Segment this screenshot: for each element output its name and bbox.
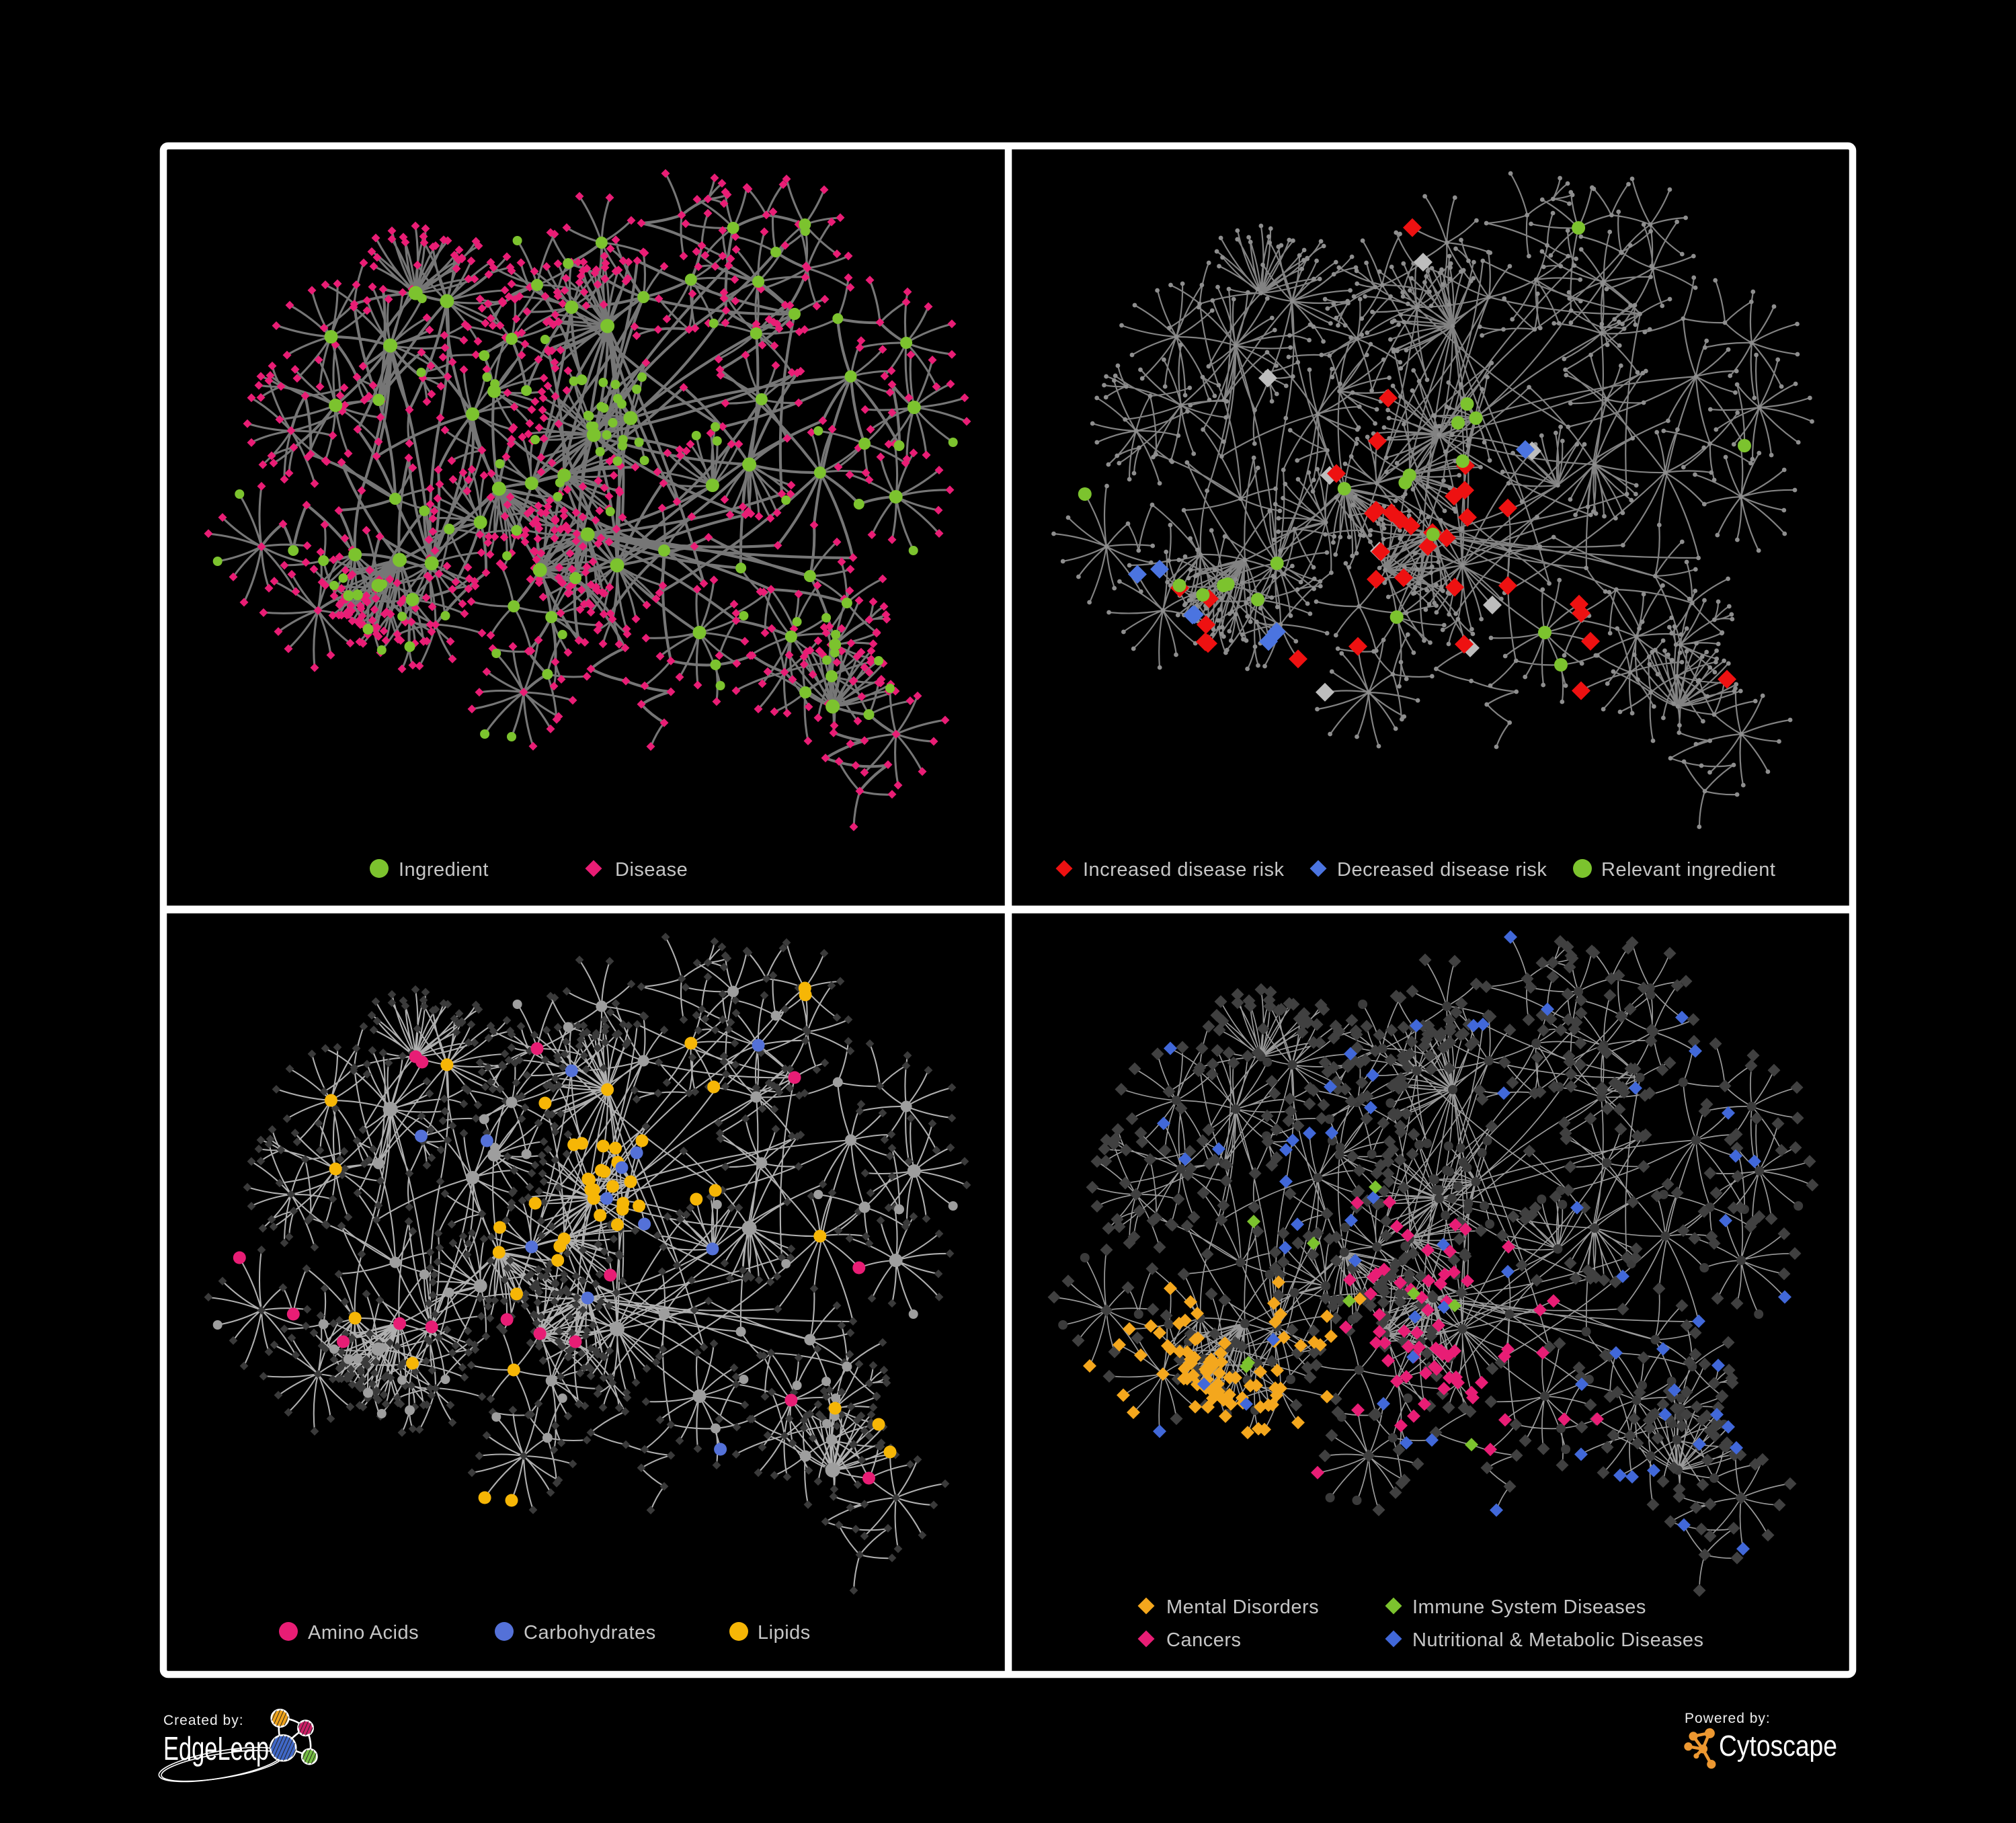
- svg-text:Nutritional & Metabolic Diseas: Nutritional & Metabolic Diseases: [1412, 1629, 1703, 1651]
- svg-text:Immune System Diseases: Immune System Diseases: [1412, 1596, 1646, 1618]
- svg-text:Cytoscape: Cytoscape: [1719, 1730, 1837, 1763]
- svg-text:EdgeLeap: EdgeLeap: [163, 1731, 269, 1767]
- svg-text:Cancers: Cancers: [1166, 1629, 1242, 1651]
- svg-text:Decreased disease risk: Decreased disease risk: [1337, 859, 1547, 881]
- svg-text:Ingredient: Ingredient: [399, 859, 489, 881]
- svg-text:Disease: Disease: [615, 859, 688, 881]
- svg-text:Powered by:: Powered by:: [1685, 1711, 1771, 1726]
- svg-text:Mental Disorders: Mental Disorders: [1166, 1596, 1319, 1618]
- svg-text:Carbohydrates: Carbohydrates: [524, 1622, 656, 1644]
- svg-text:Relevant ingredient: Relevant ingredient: [1601, 859, 1775, 881]
- svg-text:Created by:: Created by:: [163, 1713, 244, 1728]
- svg-text:Increased disease risk: Increased disease risk: [1083, 859, 1285, 881]
- svg-text:Lipids: Lipids: [758, 1622, 811, 1644]
- svg-text:Amino Acids: Amino Acids: [308, 1622, 419, 1644]
